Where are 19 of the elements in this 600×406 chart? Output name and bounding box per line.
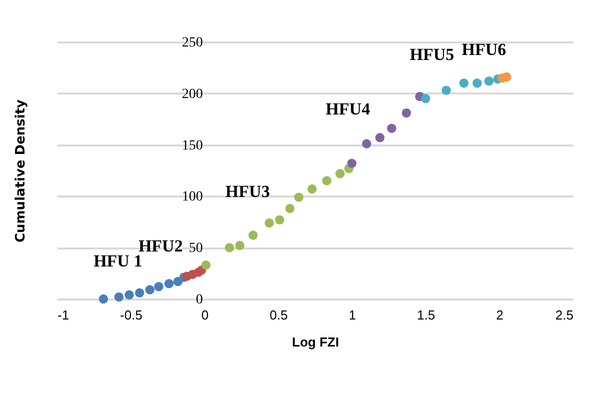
series-label: HFU5: [410, 45, 454, 64]
y-tick-label: 150: [182, 138, 203, 154]
y-tick-label: 250: [182, 36, 203, 50]
x-tick-label: 0.5: [270, 308, 288, 322]
x-axis-title: Log FZI: [292, 334, 339, 350]
x-tick-label: 1: [348, 308, 356, 322]
y-tick-label: 200: [182, 86, 203, 102]
series-label: HFU6: [462, 40, 506, 59]
x-tick-label: -1: [58, 308, 70, 322]
series-label: HFU4: [326, 100, 371, 119]
y-tick-label: 100: [182, 190, 203, 205]
y-tick-label: 50: [188, 241, 203, 256]
series-label: HFU3: [225, 182, 270, 201]
y-axis-title: Cumulative Density: [14, 98, 28, 243]
y-tick-label: 0: [196, 292, 203, 308]
x-tick-label: 2: [496, 308, 504, 322]
x-tick-label: 1.5: [417, 308, 436, 322]
x-tick-label: -0.5: [120, 308, 142, 322]
x-tick-label: 2.5: [555, 308, 574, 322]
